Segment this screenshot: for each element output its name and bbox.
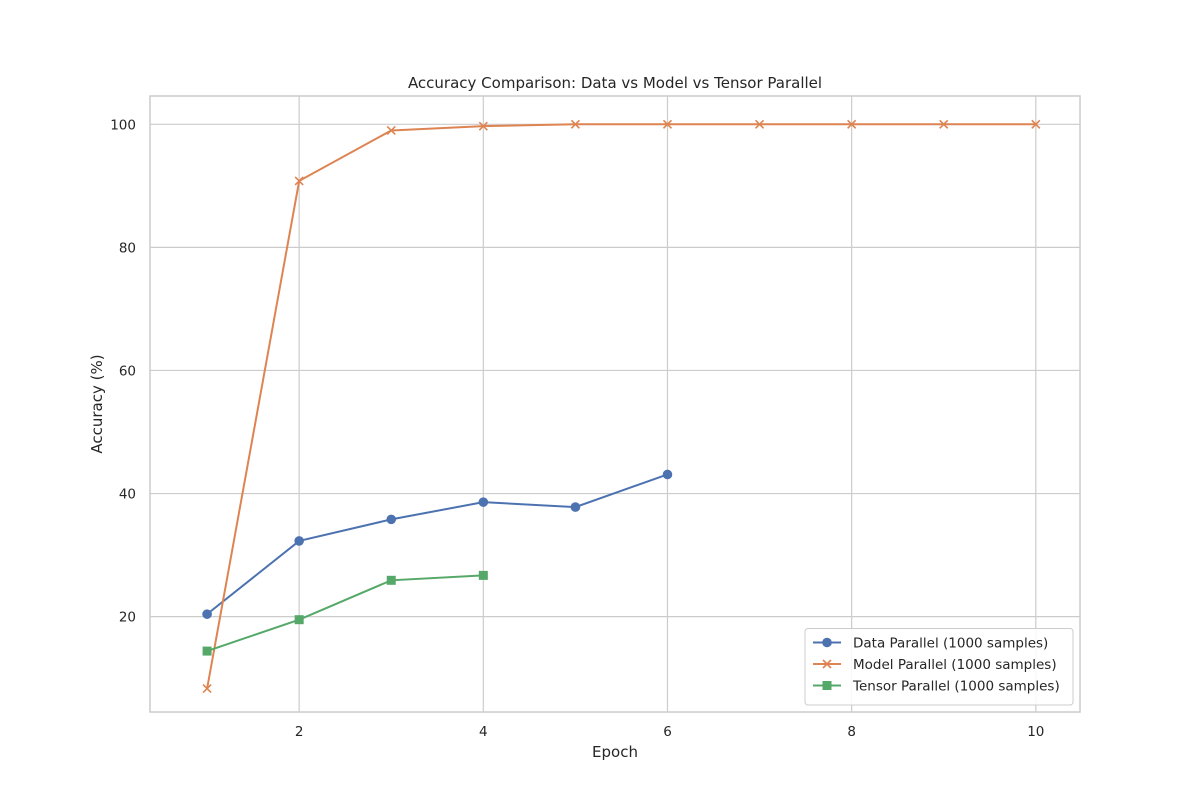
tick-labels: 2 4 6 8 10 20 40 60 80 100	[110, 117, 1044, 740]
x-tick-label: 6	[663, 724, 672, 740]
legend-label: Tensor Parallel (1000 samples)	[852, 679, 1060, 695]
series-line	[206, 123, 1036, 689]
legend-item: Data Parallel (1000 samples)	[813, 636, 1048, 652]
series-line	[206, 574, 484, 653]
data-point	[386, 125, 396, 136]
data-point	[478, 121, 488, 131]
series-layer	[202, 119, 1041, 694]
series-line	[206, 473, 668, 615]
data-point	[754, 119, 765, 129]
series-3	[202, 570, 488, 656]
legend-label: Data Parallel (1000 samples)	[853, 636, 1048, 652]
series-2	[202, 119, 1041, 694]
data-point	[202, 646, 212, 656]
x-axis-label: Epoch	[592, 743, 638, 761]
legend-box	[804, 628, 1074, 706]
x-tick-label: 2	[295, 724, 304, 740]
data-point	[847, 119, 857, 129]
data-point	[202, 684, 212, 694]
y-tick-label: 80	[119, 240, 136, 256]
legend-marker	[822, 681, 832, 690]
legend-label: Model Parallel (1000 samples)	[853, 657, 1057, 673]
data-point	[939, 119, 949, 129]
data-point	[294, 536, 304, 546]
data-point	[662, 469, 673, 480]
legend-marker	[822, 659, 832, 669]
y-tick-label: 40	[119, 487, 136, 503]
data-point	[662, 119, 673, 129]
data-point	[294, 615, 304, 625]
data-point	[478, 497, 489, 507]
legend-marker	[822, 637, 832, 648]
x-tick-label: 10	[1027, 724, 1044, 740]
data-point	[570, 502, 581, 512]
plot-frame	[149, 95, 1081, 713]
grid	[150, 96, 1080, 712]
x-tick-label: 8	[847, 724, 856, 740]
data-point	[1031, 119, 1041, 129]
y-tick-label: 60	[119, 363, 136, 379]
data-point	[294, 176, 304, 186]
data-point	[570, 119, 580, 129]
y-tick-label: 20	[119, 610, 136, 626]
x-tick-label: 4	[479, 724, 488, 740]
data-point	[386, 575, 396, 585]
y-axis-label: Accuracy (%)	[88, 354, 106, 453]
y-tick-label: 100	[110, 117, 136, 133]
data-point	[386, 514, 397, 525]
series-1	[202, 469, 673, 619]
data-point	[202, 609, 212, 619]
legend-item: Tensor Parallel (1000 samples)	[813, 679, 1060, 695]
data-point	[478, 570, 488, 580]
legend-item: Model Parallel (1000 samples)	[813, 657, 1057, 673]
legend: Data Parallel (1000 samples) Model Parall…	[804, 628, 1074, 706]
chart-title: Accuracy Comparison: Data vs Model vs Te…	[408, 74, 822, 92]
